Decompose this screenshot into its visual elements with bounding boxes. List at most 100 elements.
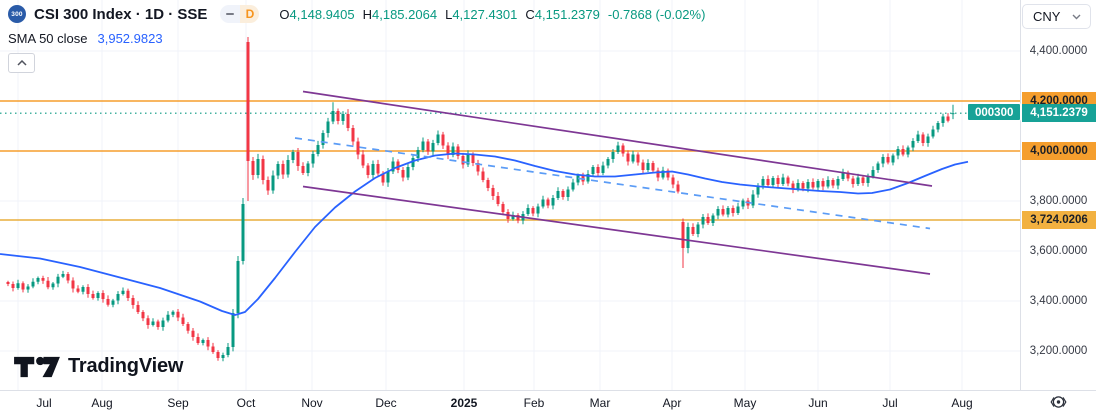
time-axis-label[interactable]: Jul [36,396,52,410]
time-axis-label[interactable]: Dec [375,396,397,410]
candle[interactable] [251,157,255,180]
candle[interactable] [46,277,50,290]
time-axis[interactable]: Jul Aug Sep Oct Nov Dec 2025 Feb Mar Apr May Jun Jul… [0,390,1096,413]
candle[interactable] [601,161,605,176]
candle[interactable] [921,132,925,147]
candle[interactable] [321,130,325,149]
channel-lower-line[interactable] [302,185,931,275]
candle[interactable] [266,176,270,195]
tradingview-logo[interactable]: TradingView [13,355,183,378]
price-axis-label[interactable]: 3,400.0000 [1029,295,1088,307]
candle[interactable] [936,121,940,133]
candle[interactable] [261,155,265,185]
candle[interactable] [331,102,335,125]
candle[interactable] [851,175,855,188]
candle[interactable] [246,37,250,201]
time-axis-label[interactable]: Jun [808,396,828,410]
candle[interactable] [701,214,705,229]
price-axis-badge[interactable]: 4,000.0000 [1022,142,1096,160]
candle[interactable] [541,195,545,209]
candle[interactable] [666,168,670,181]
candle[interactable] [201,338,205,346]
candle[interactable] [661,166,665,180]
price-axis-label[interactable]: 4,400.0000 [1029,45,1088,57]
candle[interactable] [526,204,530,216]
candle[interactable] [501,201,505,216]
candle[interactable] [781,173,785,186]
candle[interactable] [6,280,10,287]
currency-button[interactable]: CNY [1022,4,1091,29]
candle[interactable] [636,152,640,166]
candle[interactable] [841,168,845,181]
price-axis-badge[interactable]: 4,151.2379 [1022,104,1096,123]
candle[interactable] [181,313,185,326]
candle[interactable] [196,333,200,345]
candle[interactable] [281,160,285,179]
candle[interactable] [716,206,720,220]
candle[interactable] [946,113,950,123]
candle[interactable] [56,273,60,288]
candle[interactable] [591,164,595,177]
candle[interactable] [336,108,340,125]
candle[interactable] [176,309,180,322]
candle[interactable] [691,223,695,237]
candle[interactable] [146,315,150,329]
candle[interactable] [951,104,955,120]
symbol-title[interactable]: CSI 300 Index · 1D · SSE [34,5,208,23]
candle[interactable] [466,150,470,167]
candle[interactable] [496,192,500,207]
candle[interactable] [391,157,395,174]
candle[interactable] [236,256,240,319]
candle[interactable] [296,148,300,171]
candle[interactable] [446,142,450,160]
collapse-panel-button[interactable] [8,53,35,73]
candle[interactable] [206,337,210,351]
candle[interactable] [291,149,295,164]
candle[interactable] [421,137,425,153]
candle[interactable] [191,327,195,341]
candle[interactable] [211,342,215,354]
candle[interactable] [81,285,85,295]
sma-50-line[interactable] [0,152,969,316]
candle[interactable] [371,160,375,180]
price-axis-label[interactable]: 3,200.0000 [1029,345,1088,357]
candle[interactable] [826,176,830,189]
candle[interactable] [616,141,620,154]
candle[interactable] [276,161,280,180]
candle[interactable] [926,133,930,147]
candle[interactable] [896,146,900,160]
candle[interactable] [401,167,405,182]
candle[interactable] [66,272,70,284]
candle[interactable] [531,206,535,217]
price-axis[interactable]: 4,400.0000 3,800.0000 3,600.0000 3,400.0000… [1020,0,1096,390]
price-axis-badge[interactable]: 3,724.0206 [1022,210,1096,229]
time-axis-label[interactable]: Nov [301,396,323,410]
candle[interactable] [16,279,20,290]
candle[interactable] [456,144,460,160]
time-axis-label[interactable]: Sep [167,396,189,410]
candle[interactable] [706,213,710,225]
candle[interactable] [816,179,820,191]
candle[interactable] [221,352,225,362]
candle[interactable] [101,290,105,303]
candle[interactable] [641,159,645,174]
candle[interactable] [726,206,730,218]
candle[interactable] [856,173,860,186]
candle[interactable] [626,150,630,166]
channel-upper-line[interactable] [302,90,933,187]
candle[interactable] [451,142,455,158]
candle[interactable] [671,174,675,189]
candle[interactable] [586,170,590,184]
candle[interactable] [901,145,905,157]
candle[interactable] [411,155,415,171]
candle[interactable] [156,319,160,330]
price-axis-label[interactable]: 3,600.0000 [1029,245,1088,257]
candle[interactable] [426,139,430,155]
candle[interactable] [11,281,15,292]
candle[interactable] [366,163,370,179]
candle[interactable] [36,276,40,285]
candle[interactable] [121,287,125,296]
symbol-logo[interactable]: 300 [8,5,26,23]
candle[interactable] [461,152,465,169]
